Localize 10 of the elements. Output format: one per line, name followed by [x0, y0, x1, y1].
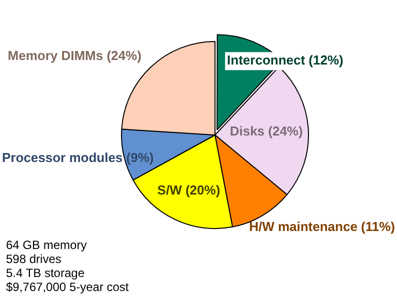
slice-label: H/W maintenance (11%): [249, 219, 396, 234]
text: 64 GB memory: [6, 238, 88, 252]
text: 5.4 TB storage: [6, 266, 86, 280]
slice-label: Processor modules (9%): [2, 150, 154, 166]
slice-label: Disks (24%): [230, 123, 303, 138]
slice-label: Interconnect (12%): [227, 52, 344, 68]
slice-label: S/W (20%): [157, 182, 220, 198]
slice-label: Memory DIMMs (24%): [8, 48, 142, 64]
text: 598 drives: [6, 252, 62, 266]
text: $9,767,000 5-year cost: [6, 280, 129, 294]
